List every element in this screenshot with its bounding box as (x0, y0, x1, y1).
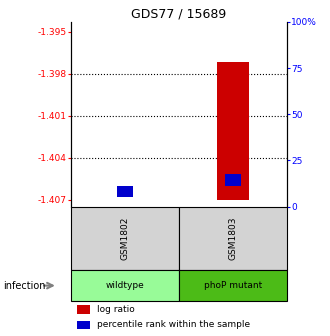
Bar (117, 185, 133, 197)
Text: log ratio: log ratio (97, 305, 135, 314)
Text: GSM1803: GSM1803 (229, 217, 238, 260)
Bar (217, 62, 249, 200)
Title: GDS77 / 15689: GDS77 / 15689 (131, 8, 227, 21)
Bar (179, 207, 287, 270)
Bar (179, 270, 287, 301)
Text: percentile rank within the sample: percentile rank within the sample (97, 320, 250, 329)
Text: infection: infection (3, 281, 46, 291)
Text: phoP mutant: phoP mutant (204, 281, 262, 290)
Bar (71, 270, 179, 301)
Bar (225, 174, 241, 185)
Bar (78, 305, 90, 314)
Text: GSM1802: GSM1802 (120, 217, 129, 260)
Bar (78, 321, 90, 329)
Bar (71, 207, 179, 270)
Text: wildtype: wildtype (106, 281, 144, 290)
